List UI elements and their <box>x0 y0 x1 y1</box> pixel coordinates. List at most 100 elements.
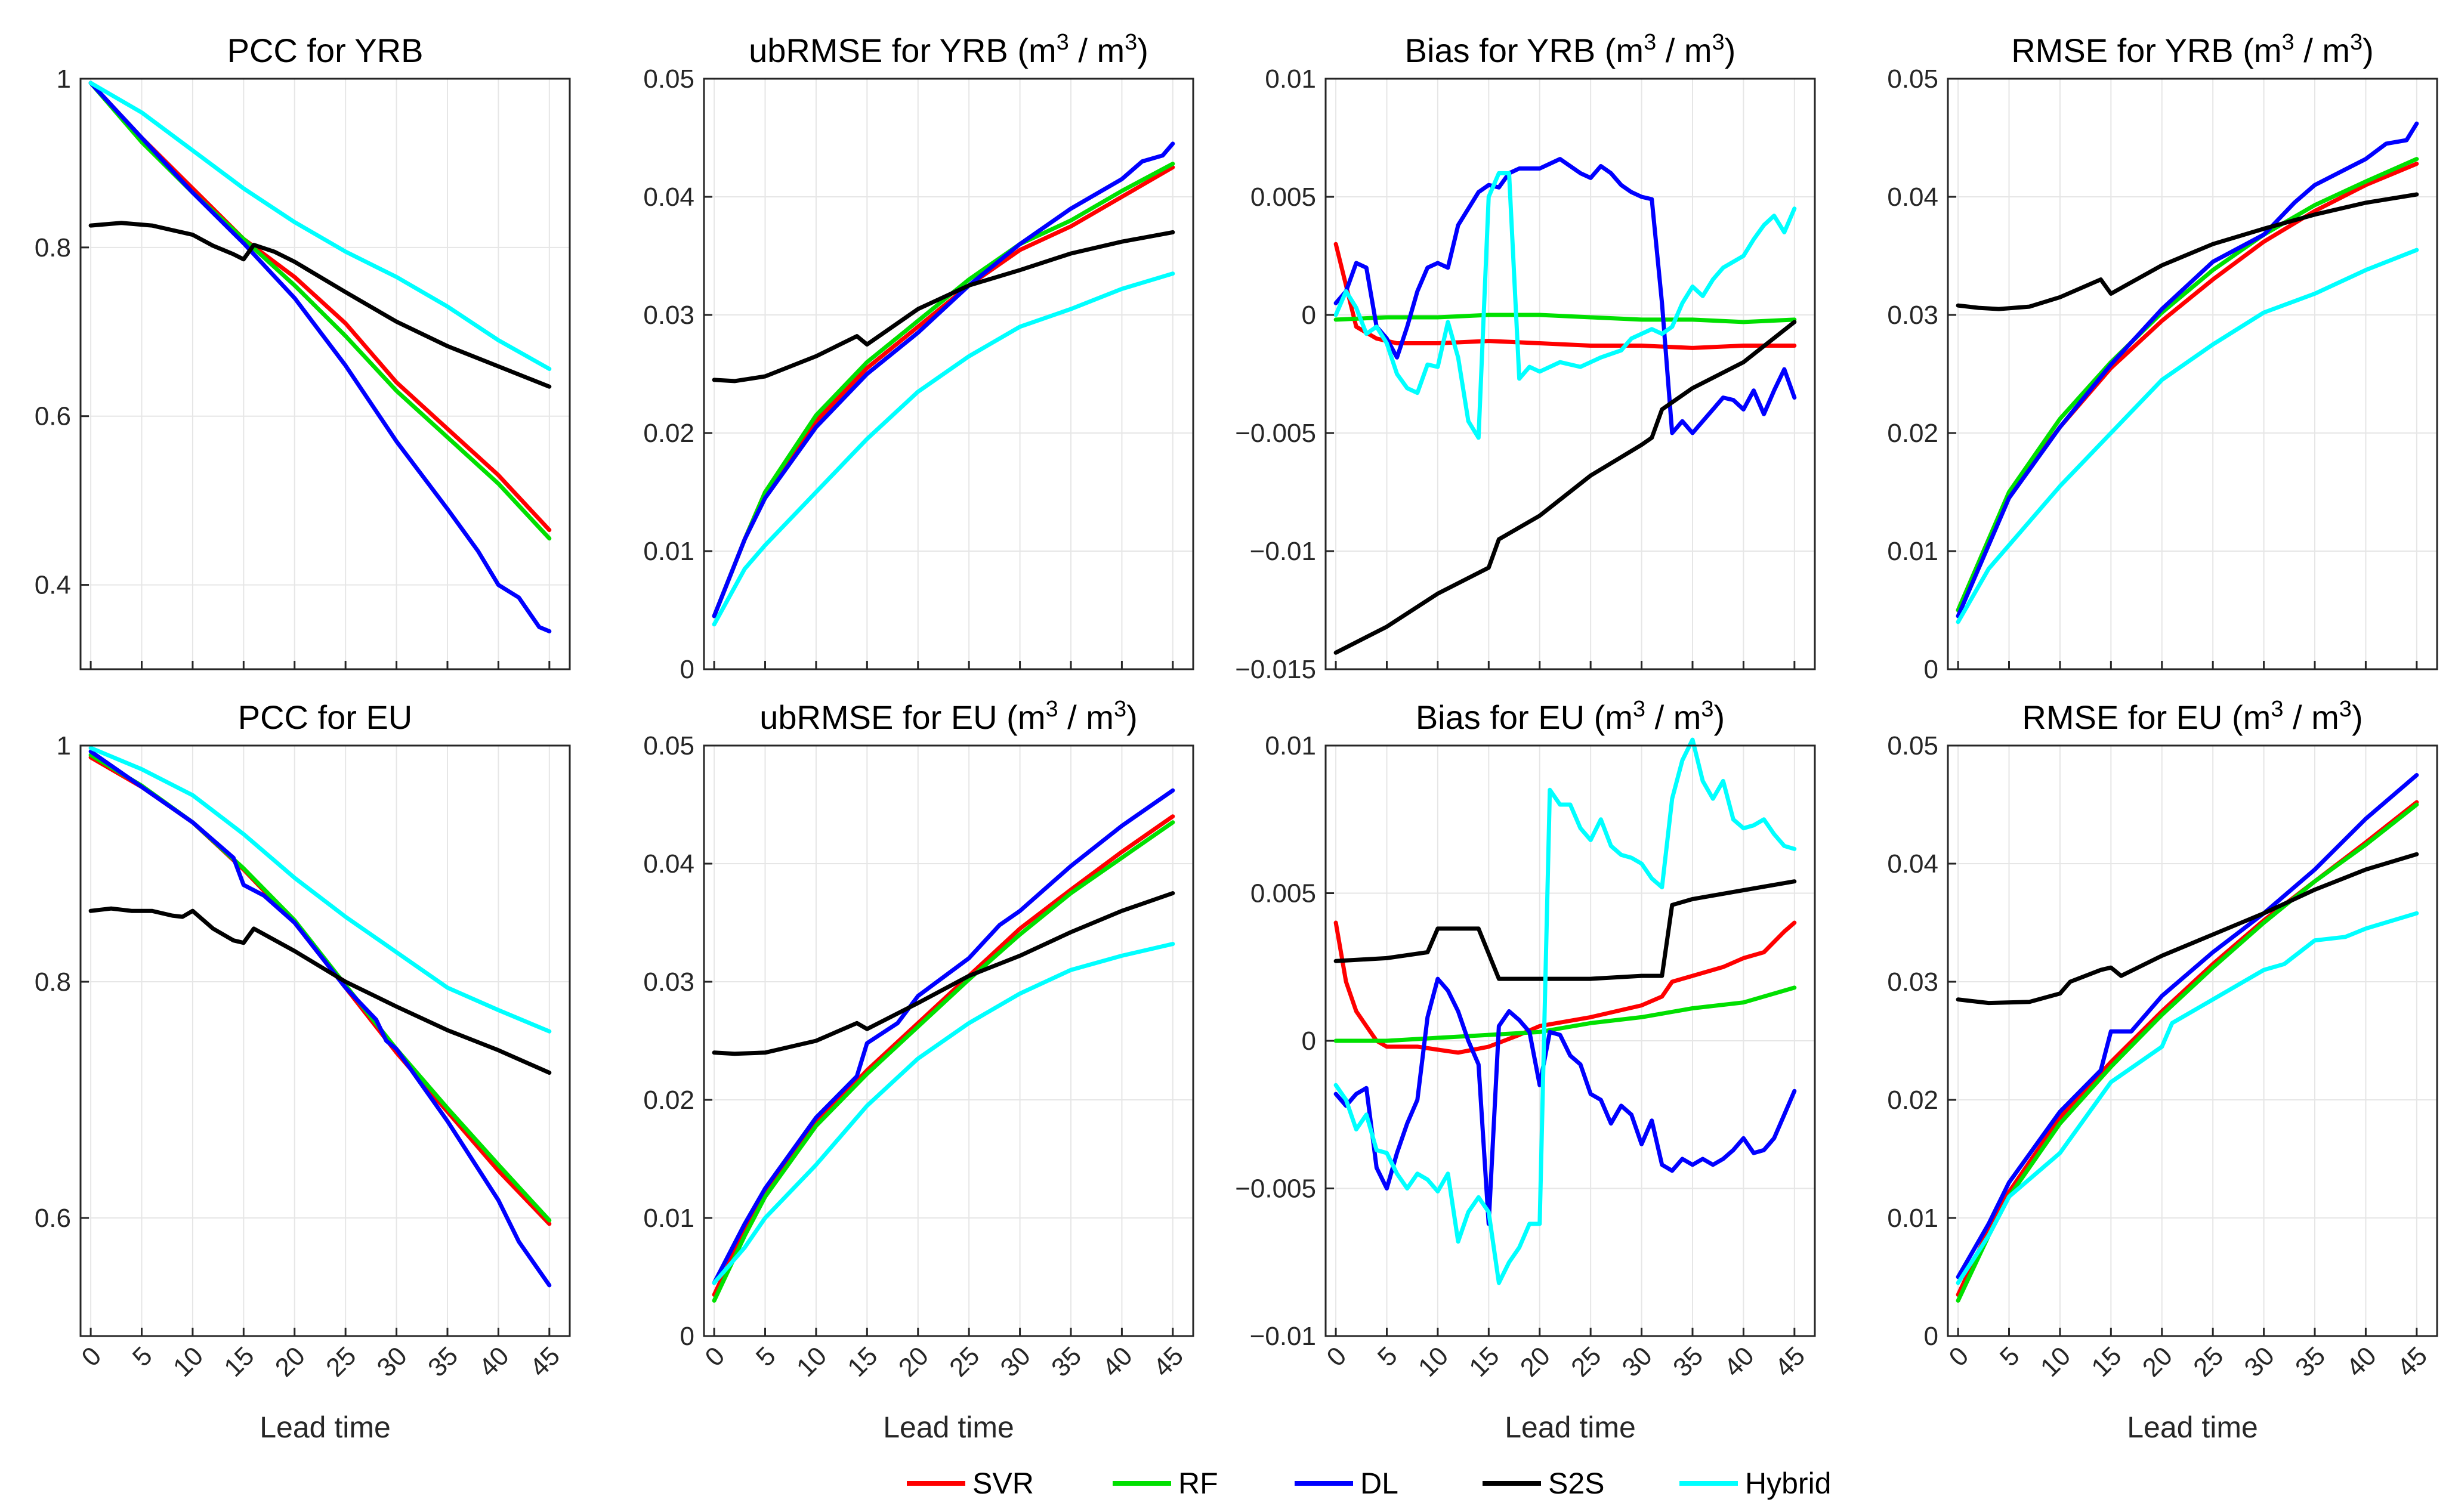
y-tick-label: −0.01 <box>1250 1322 1316 1351</box>
x-tick-label: 15 <box>1463 1341 1505 1383</box>
chart-title: Bias for EU (m3 / m3) <box>1416 697 1725 736</box>
x-tick-label: 45 <box>2392 1341 2433 1383</box>
x-tick-label: 0 <box>1321 1341 1352 1372</box>
y-tick-label: 0.01 <box>643 1204 694 1233</box>
axes-box <box>79 744 571 1337</box>
chart-title: PCC for YRB <box>227 32 424 69</box>
series-line-dl <box>1333 157 1797 435</box>
series-line-s2s <box>1333 320 1797 655</box>
y-tick-label: 0 <box>1924 1322 1938 1351</box>
chart-panel-6: 00.010.020.030.040.050 5 10 15 20 25 30 35 40 45u… <box>643 697 1194 1444</box>
x-tick-label: 40 <box>1097 1341 1138 1383</box>
plot-area <box>704 79 1193 669</box>
legend-item-svr: SVR <box>907 1467 1034 1500</box>
series-line-hybrid <box>712 942 1175 1285</box>
y-tick-label: 1 <box>57 64 71 94</box>
series-line-hybrid <box>1333 171 1797 440</box>
x-tick-label: 20 <box>893 1341 934 1383</box>
legend-label: DL <box>1360 1467 1398 1500</box>
x-tick-label: 35 <box>422 1341 464 1383</box>
y-tick-label: 0.02 <box>1887 1086 1938 1115</box>
plot-area <box>1948 746 2437 1336</box>
x-tick-label: 30 <box>2239 1341 2280 1383</box>
legend-label: S2S <box>1548 1467 1605 1500</box>
y-tick-label: 0.01 <box>643 537 694 566</box>
series-line-dl <box>1333 976 1797 1226</box>
x-tick-label: 35 <box>1667 1341 1709 1383</box>
x-tick-label: 20 <box>2137 1341 2178 1383</box>
series-line-dl <box>88 749 552 1288</box>
y-tick-label: 0.03 <box>1887 301 1938 330</box>
y-tick-label: 0.02 <box>643 1086 694 1115</box>
x-tick-label: 40 <box>473 1341 514 1383</box>
x-tick-label: 45 <box>1148 1341 1189 1383</box>
series-line-svr <box>1333 920 1797 1055</box>
axes-box <box>1947 744 2438 1337</box>
x-axis-label: Lead time <box>260 1411 391 1444</box>
series-line-rf <box>1333 313 1797 324</box>
y-tick-label: 0.01 <box>1265 731 1316 760</box>
series-line-hybrid <box>1956 911 2419 1285</box>
axes-box <box>79 78 571 670</box>
plot-area <box>704 746 1193 1336</box>
series-line-dl <box>88 81 552 633</box>
y-tick-label: 0.04 <box>643 849 694 879</box>
chart-panel-1: 0.4 0.6 0.8 1 PCC for YRB <box>35 32 571 670</box>
y-tick-label: 0.01 <box>1265 64 1316 94</box>
legend: SVR RF DL S2S Hybrid <box>907 1467 1831 1500</box>
x-tick-label: 5 <box>751 1341 782 1372</box>
chart-panel-3: −0.015 −0.01 −0.005 0 0.005 0.01 Bias for YRB … <box>1235 30 1816 684</box>
x-tick-label: 35 <box>1046 1341 1087 1383</box>
x-tick-label: 10 <box>2035 1341 2076 1383</box>
chart-title: PCC for EU <box>238 698 413 736</box>
axes-box <box>1947 78 2438 670</box>
x-tick-label: 0 <box>699 1341 730 1372</box>
series-line-s2s <box>1333 879 1797 981</box>
y-tick-label: −0.005 <box>1235 419 1316 448</box>
plot-area <box>1948 79 2437 669</box>
x-tick-label: 45 <box>524 1341 566 1383</box>
series-line-hybrid <box>712 271 1175 627</box>
chart-panel-4: 0 0.01 0.02 0.03 0.04 0.05 RMSE for YRB (m3 / … <box>1887 30 2438 684</box>
x-tick-label: 25 <box>320 1341 362 1383</box>
axes-box <box>703 78 1194 670</box>
series-line-rf <box>1956 157 2419 613</box>
x-axis-label: Lead time <box>2127 1411 2258 1444</box>
y-tick-label: 0 <box>680 655 694 684</box>
y-tick-label: 0 <box>1924 655 1938 684</box>
legend-label: SVR <box>972 1467 1034 1500</box>
y-tick-label: 0.05 <box>643 64 694 94</box>
series-line-hybrid <box>88 746 552 1034</box>
y-tick-label: 0.02 <box>1887 419 1938 448</box>
x-tick-label: 30 <box>1617 1341 1658 1383</box>
x-tick-label: 25 <box>2188 1341 2229 1383</box>
x-axis-label: Lead time <box>883 1411 1014 1444</box>
y-tick-label: 0 <box>1302 1026 1316 1056</box>
series-line-hybrid <box>1333 737 1797 1285</box>
chart-title: RMSE for EU (m3 / m3) <box>2022 697 2363 736</box>
x-tick-label: 5 <box>1994 1341 2025 1372</box>
x-tick-label: 0 <box>1943 1341 1974 1372</box>
legend-item-hybrid: Hybrid <box>1679 1467 1831 1500</box>
series-line-s2s <box>1956 192 2419 311</box>
x-tick-label: 25 <box>944 1341 985 1383</box>
y-tick-label: 0.03 <box>643 301 694 330</box>
series-line-dl <box>1956 121 2419 619</box>
series-line-svr <box>1333 242 1797 350</box>
y-tick-label: 0.6 <box>35 402 71 431</box>
y-tick-label: 0.03 <box>643 967 694 997</box>
series-line-hybrid <box>88 81 552 371</box>
y-tick-label: 0.04 <box>643 183 694 212</box>
series-line-s2s <box>1956 852 2419 1006</box>
x-tick-label: 45 <box>1769 1341 1811 1383</box>
x-tick-label: 40 <box>2340 1341 2382 1383</box>
x-tick-label: 15 <box>2086 1341 2127 1383</box>
chart-panel-8: 00.010.020.030.040.050 5 10 15 20 25 30 35 40 45R… <box>1887 697 2438 1444</box>
x-tick-label: 10 <box>168 1341 209 1383</box>
y-tick-label: 0.03 <box>1887 967 1938 997</box>
x-axis-label: Lead time <box>1505 1411 1636 1444</box>
y-tick-label: −0.005 <box>1235 1174 1316 1204</box>
y-tick-label: 1 <box>57 731 71 760</box>
